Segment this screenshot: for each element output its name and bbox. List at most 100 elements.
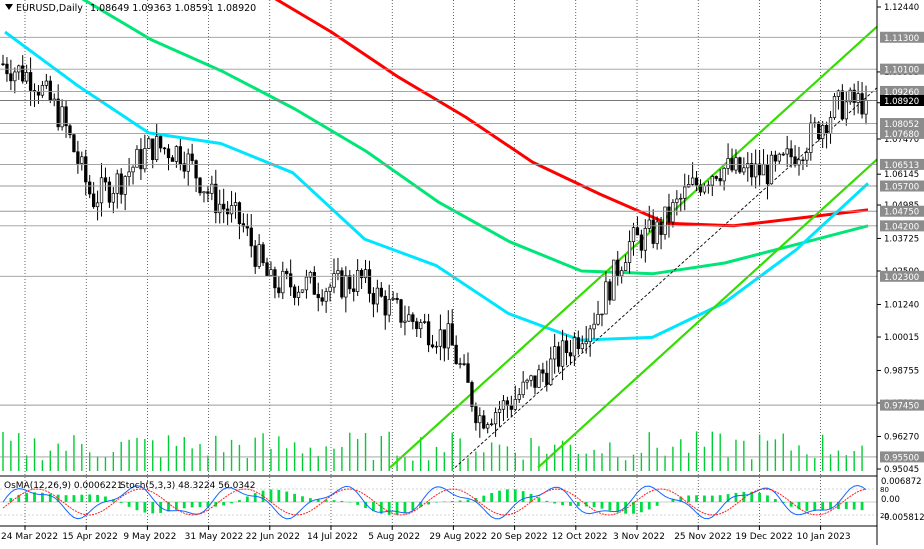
- price-axis-label: 0.96270: [884, 432, 919, 442]
- candle-body: [187, 154, 190, 171]
- osma-bar: [774, 499, 777, 502]
- candle-body: [81, 157, 84, 164]
- candle-body: [526, 380, 529, 382]
- candle-body: [817, 123, 820, 139]
- candle-body: [624, 263, 627, 271]
- candle-body: [408, 315, 411, 321]
- osma-bar: [569, 502, 572, 506]
- time-axis-label: 20 Sep 2022: [491, 532, 548, 542]
- candle-body: [337, 271, 340, 274]
- candle-body: [750, 163, 753, 176]
- candle-body: [415, 322, 418, 329]
- candle-body: [293, 287, 296, 298]
- time-axis-label: 12 Oct 2022: [552, 532, 608, 542]
- level-badge-label: 1.04750: [884, 208, 919, 218]
- osma-bar: [545, 501, 548, 502]
- candle-body: [652, 220, 655, 244]
- candle-body: [234, 203, 237, 206]
- osma-bar: [333, 500, 336, 502]
- level-badge-label: 1.07680: [884, 130, 919, 140]
- candle-body: [431, 345, 434, 347]
- price-axis-label: 1.00015: [884, 333, 919, 343]
- candle-body: [321, 298, 324, 301]
- candle-body: [841, 91, 844, 119]
- candle-body: [620, 271, 623, 276]
- osma-bar: [805, 502, 808, 511]
- candle-body: [561, 341, 564, 366]
- level-badge-label: 0.95500: [884, 453, 919, 463]
- candle-body: [719, 178, 722, 180]
- candle-body: [616, 260, 619, 276]
- candle-body: [691, 178, 694, 184]
- osma-bar: [506, 489, 509, 502]
- candle-body: [435, 346, 438, 347]
- price-axis-label: 1.12440: [884, 3, 919, 13]
- candle-body: [758, 164, 761, 175]
- candle-body: [845, 102, 848, 119]
- time-axis-label: 24 Mar 2022: [1, 532, 58, 542]
- candle-body: [821, 125, 824, 138]
- osma-bar: [766, 495, 769, 502]
- candle-body: [368, 270, 371, 294]
- candle-body: [486, 425, 489, 428]
- osma-bar: [735, 493, 738, 502]
- candle-body: [770, 155, 773, 184]
- candle-body: [640, 235, 643, 250]
- candle-body: [644, 228, 647, 250]
- candle-body: [144, 148, 147, 168]
- candle-body: [352, 289, 355, 292]
- candle-body: [636, 228, 639, 235]
- osma-bar: [293, 494, 296, 502]
- candle-body: [778, 154, 781, 161]
- candle-body: [372, 293, 375, 304]
- candle-body: [676, 199, 679, 202]
- candle-body: [25, 72, 28, 81]
- candle-body: [155, 137, 158, 160]
- osma-bar: [522, 491, 525, 502]
- candle-body: [77, 152, 80, 164]
- candle-body: [14, 72, 17, 81]
- candle-body: [116, 174, 119, 193]
- candle-body: [727, 159, 730, 169]
- candle-body: [794, 157, 797, 165]
- candle-body: [10, 74, 13, 81]
- osma-bar: [120, 502, 123, 503]
- osma-bar: [719, 495, 722, 502]
- candle-body: [581, 344, 584, 349]
- candle-body: [609, 282, 612, 300]
- level-badge-label: 1.05700: [884, 183, 919, 193]
- candle-body: [266, 263, 269, 276]
- osma-bar: [25, 493, 28, 502]
- candle-body: [774, 155, 777, 161]
- osma-bar: [593, 502, 596, 507]
- osma-bar: [277, 490, 280, 502]
- candle-body: [660, 222, 663, 235]
- osma-bar: [656, 502, 659, 506]
- osma-bar: [490, 493, 493, 502]
- level-badge-label: 1.04200: [884, 222, 919, 232]
- candle-body: [494, 413, 497, 424]
- osma-bar: [498, 491, 501, 502]
- osma-bar: [482, 496, 485, 502]
- candle-body: [857, 94, 860, 103]
- candle-body: [743, 168, 746, 172]
- candle-body: [565, 341, 568, 353]
- candle-body: [498, 409, 501, 412]
- candle-body: [341, 271, 344, 297]
- time-axis-label: 22 Jun 2022: [246, 532, 300, 542]
- candle-body: [553, 347, 556, 359]
- candle-body: [825, 125, 828, 133]
- candle-body: [542, 370, 545, 373]
- candle-body: [148, 139, 151, 149]
- osma-bar: [222, 502, 225, 505]
- candle-body: [479, 416, 482, 423]
- osma-bar: [151, 502, 154, 513]
- osma-bar: [238, 500, 241, 502]
- candle-body: [786, 149, 789, 154]
- candle-body: [601, 314, 604, 315]
- osma-bar: [396, 502, 399, 515]
- candle-body: [754, 164, 757, 177]
- time-axis-label: 29 Aug 2022: [429, 532, 487, 542]
- candle-body: [124, 177, 127, 195]
